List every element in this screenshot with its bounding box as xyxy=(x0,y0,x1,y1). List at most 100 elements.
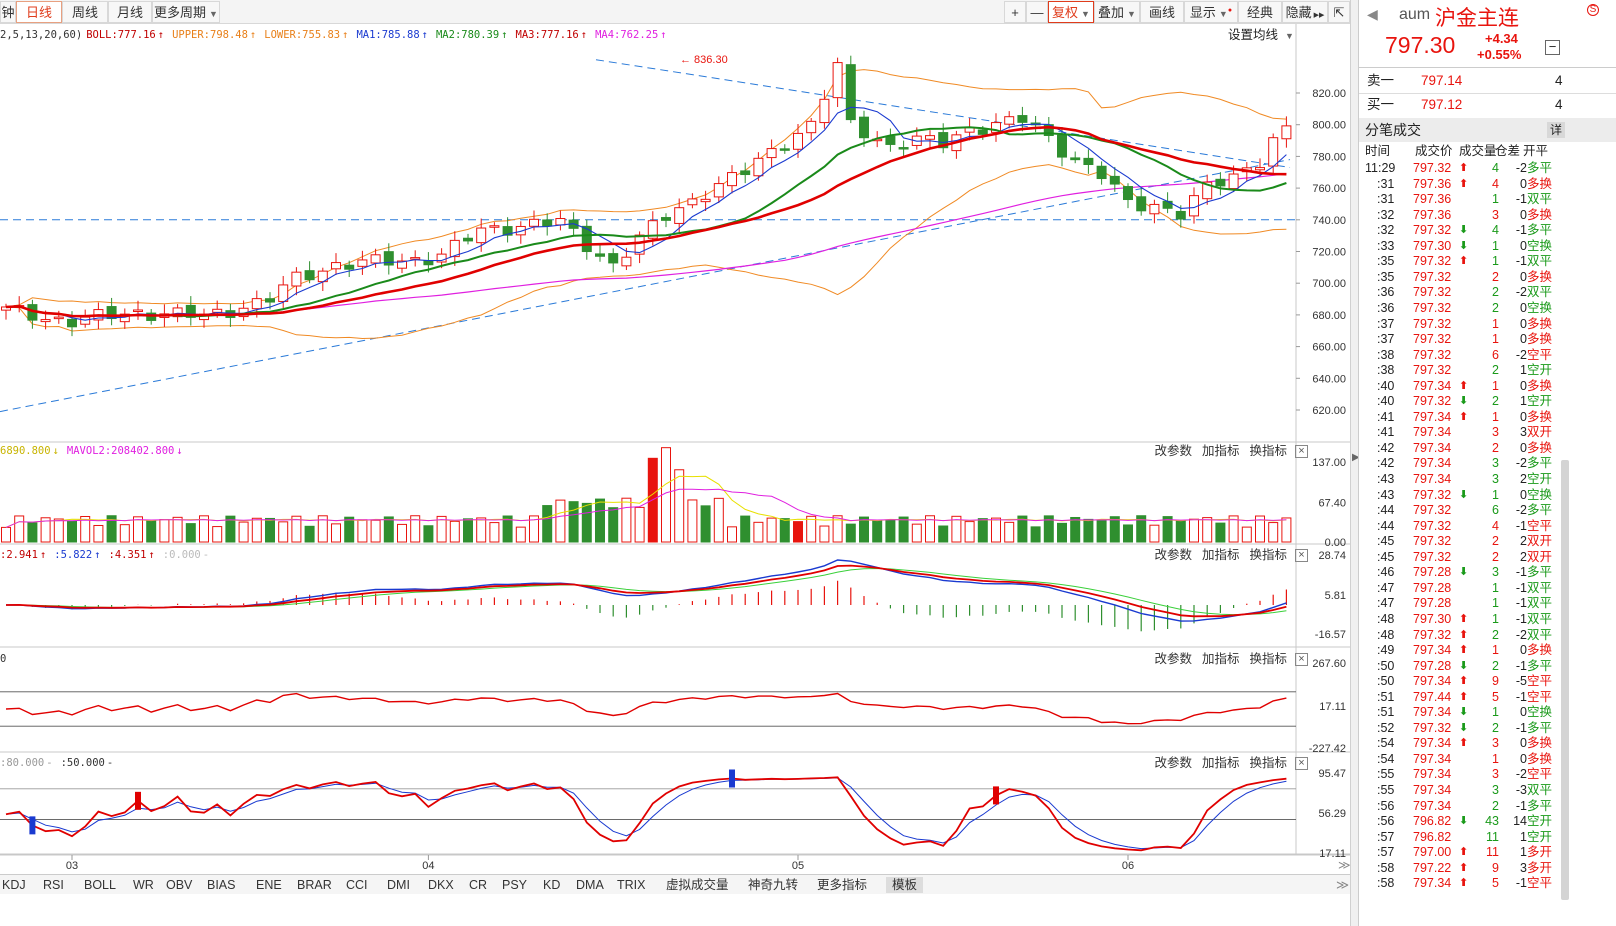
trade-row[interactable]: :47 797.28 1 -1 双平 xyxy=(1359,596,1609,612)
period-tab-0[interactable]: 钟 xyxy=(0,1,16,23)
trade-row[interactable]: :35 797.32 ⬆ 1 -1 双平 xyxy=(1359,254,1609,270)
indicator-tab-15[interactable]: TRIX xyxy=(617,878,646,892)
trade-row[interactable]: :56 797.34 2 -1 多平 xyxy=(1359,799,1609,815)
trade-row[interactable]: :57 796.82 11 1 空开 xyxy=(1359,830,1609,846)
period-tab-2[interactable]: 周线 xyxy=(62,1,108,23)
trade-row[interactable]: :45 797.32 2 2 双开 xyxy=(1359,534,1609,550)
panel-button-0[interactable]: 改参数 xyxy=(1154,548,1192,562)
trade-row[interactable]: :44 797.32 4 -1 空平 xyxy=(1359,519,1609,535)
trade-row[interactable]: :42 797.34 2 0 多换 xyxy=(1359,441,1609,457)
trade-row[interactable]: :55 797.34 3 -3 双平 xyxy=(1359,783,1609,799)
trade-row[interactable]: :31 797.36 ⬆ 4 0 多换 xyxy=(1359,177,1609,193)
panel-button-2[interactable]: 换指标 xyxy=(1249,652,1287,666)
trade-row[interactable]: :32 797.36 3 0 多换 xyxy=(1359,208,1609,224)
trade-row[interactable]: :54 797.34 ⬆ 3 0 多换 xyxy=(1359,736,1609,752)
trade-row[interactable]: :35 797.32 2 0 多换 xyxy=(1359,270,1609,286)
trade-row[interactable]: :51 797.44 ⬆ 5 -1 空平 xyxy=(1359,690,1609,706)
trade-row[interactable]: :37 797.32 1 0 多换 xyxy=(1359,332,1609,348)
trade-row[interactable]: :38 797.32 6 -2 空平 xyxy=(1359,348,1609,364)
trade-row[interactable]: :41 797.34 3 3 双开 xyxy=(1359,425,1609,441)
period-tab-1[interactable]: 日线 xyxy=(16,1,62,23)
indicator-tab-4[interactable]: OBV xyxy=(166,878,193,892)
toolbar-button-1[interactable]: — xyxy=(1026,1,1048,23)
indicator-tab-8[interactable]: CCI xyxy=(346,878,368,892)
indicator-tab-9[interactable]: DMI xyxy=(387,878,410,892)
indicator-tab-18[interactable]: 更多指标 xyxy=(817,878,868,892)
toolbar-button-6[interactable]: 经典 xyxy=(1238,1,1282,23)
indicator-tab-0[interactable]: KDJ xyxy=(2,878,26,892)
trade-row[interactable]: :58 797.34 ⬆ 5 -1 空平 xyxy=(1359,876,1609,892)
trade-row[interactable]: :47 797.28 1 -1 双平 xyxy=(1359,581,1609,597)
indicator-tab-7[interactable]: BRAR xyxy=(297,878,332,892)
close-icon[interactable]: × xyxy=(1295,757,1308,771)
panel-button-2[interactable]: 换指标 xyxy=(1249,756,1287,770)
toolbar-button-5[interactable]: 显示 ▼● xyxy=(1184,1,1238,23)
trade-row[interactable]: :46 797.28 ⬇ 3 -1 多平 xyxy=(1359,565,1609,581)
indicator-tab-3[interactable]: WR xyxy=(133,878,154,892)
trade-row[interactable]: :36 797.32 2 -2 双平 xyxy=(1359,285,1609,301)
panel-button-2[interactable]: 换指标 xyxy=(1249,444,1287,458)
toolbar-button-0[interactable]: + xyxy=(1004,1,1026,23)
trade-row[interactable]: :36 797.32 2 0 空换 xyxy=(1359,301,1609,317)
trade-row[interactable]: :48 797.30 ⬆ 1 -1 双平 xyxy=(1359,612,1609,628)
panel-button-1[interactable]: 加指标 xyxy=(1201,548,1240,562)
close-icon[interactable]: × xyxy=(1295,653,1308,667)
period-tab-4[interactable]: 更多周期 ▼ xyxy=(152,1,220,23)
panel-splitter[interactable]: ▶ xyxy=(1350,0,1360,926)
trade-row[interactable]: :51 797.34 ⬇ 1 0 空换 xyxy=(1359,705,1609,721)
trade-row[interactable]: :50 797.34 ⬆ 9 -5 空平 xyxy=(1359,674,1609,690)
collapse-arrow-icon[interactable]: ▶ xyxy=(1352,452,1360,463)
trade-row[interactable]: :33 797.30 ⬇ 1 0 空换 xyxy=(1359,239,1609,255)
indicator-tab-10[interactable]: DKX xyxy=(428,878,454,892)
trade-row[interactable]: :49 797.34 ⬆ 1 0 多换 xyxy=(1359,643,1609,659)
trade-row[interactable]: :40 797.34 ⬆ 1 0 多换 xyxy=(1359,379,1609,395)
trade-row[interactable]: :50 797.28 ⬇ 2 -1 多平 xyxy=(1359,659,1609,675)
indicator-tab-2[interactable]: BOLL xyxy=(84,878,116,892)
kline-chart[interactable]: 820.00 800.00 780.00 760.00 740.00 720.00 700.… xyxy=(0,0,1350,874)
trade-row[interactable]: :42 797.34 3 -2 多平 xyxy=(1359,456,1609,472)
indicator-tab-17[interactable]: 神奇九转 xyxy=(748,878,799,892)
trade-row[interactable]: 11:29 797.32 ⬆ 4 -2 多平 xyxy=(1359,161,1609,177)
trade-row[interactable]: :43 797.34 3 2 空开 xyxy=(1359,472,1609,488)
trade-row[interactable]: :45 797.32 2 2 双开 xyxy=(1359,550,1609,566)
panel-button-1[interactable]: 加指标 xyxy=(1201,444,1240,458)
trade-row[interactable]: :37 797.32 1 0 多换 xyxy=(1359,317,1609,333)
trade-row[interactable]: :43 797.32 ⬇ 1 0 空换 xyxy=(1359,488,1609,504)
indicator-tab-12[interactable]: PSY xyxy=(502,878,528,892)
indicator-tab-1[interactable]: RSI xyxy=(43,878,64,892)
trade-row[interactable]: :48 797.32 ⬆ 2 -2 双平 xyxy=(1359,628,1609,644)
toolbar-button-8[interactable]: ⇱ xyxy=(1328,1,1350,23)
toolbar-button-4[interactable]: 画线 xyxy=(1140,1,1184,23)
indicator-tab-14[interactable]: DMA xyxy=(576,878,604,892)
indicator-tab-19[interactable]: 模板 xyxy=(886,877,924,893)
scroll-right-icon[interactable]: ≫ xyxy=(1336,878,1350,892)
panel-button-2[interactable]: 换指标 xyxy=(1249,548,1287,562)
toolbar-button-2[interactable]: 复权 ▼ xyxy=(1048,1,1094,23)
trade-row[interactable]: :54 797.34 1 0 多换 xyxy=(1359,752,1609,768)
panel-button-0[interactable]: 改参数 xyxy=(1154,444,1192,458)
indicator-tab-6[interactable]: ENE xyxy=(256,878,282,892)
trade-row[interactable]: :44 797.32 6 -2 多平 xyxy=(1359,503,1609,519)
close-icon[interactable]: × xyxy=(1295,445,1308,459)
trades-scrollbar[interactable] xyxy=(1561,460,1569,900)
trade-row[interactable]: :31 797.36 1 -1 双平 xyxy=(1359,192,1609,208)
trade-row[interactable]: :52 797.32 ⬇ 2 -1 多平 xyxy=(1359,721,1609,737)
indicator-tab-16[interactable]: 虚拟成交量 xyxy=(666,878,729,892)
panel-button-1[interactable]: 加指标 xyxy=(1201,652,1240,666)
indicator-tab-13[interactable]: KD xyxy=(543,878,561,892)
trade-row[interactable]: :41 797.34 ⬆ 1 0 多换 xyxy=(1359,410,1609,426)
close-icon[interactable]: × xyxy=(1295,549,1308,563)
ma-settings-button[interactable]: 设置均线 ▼ xyxy=(1228,28,1294,42)
trade-row[interactable]: :57 797.00 ⬆ 11 1 多开 xyxy=(1359,845,1609,861)
trade-row[interactable]: :38 797.32 2 1 空开 xyxy=(1359,363,1609,379)
panel-button-1[interactable]: 加指标 xyxy=(1201,756,1240,770)
trade-row[interactable]: :32 797.32 ⬇ 4 -1 多平 xyxy=(1359,223,1609,239)
minimize-icon[interactable]: − xyxy=(1545,40,1560,55)
prev-contract-icon[interactable]: ◀ xyxy=(1367,6,1378,22)
indicator-tab-11[interactable]: CR xyxy=(469,878,488,892)
info-icon[interactable]: S xyxy=(1587,4,1599,16)
trade-row[interactable]: :56 796.82 ⬇ 43 14 空开 xyxy=(1359,814,1609,830)
period-tab-3[interactable]: 月线 xyxy=(108,1,152,23)
panel-button-0[interactable]: 改参数 xyxy=(1154,652,1192,666)
trade-row[interactable]: :58 797.22 ⬆ 9 3 多开 xyxy=(1359,861,1609,877)
